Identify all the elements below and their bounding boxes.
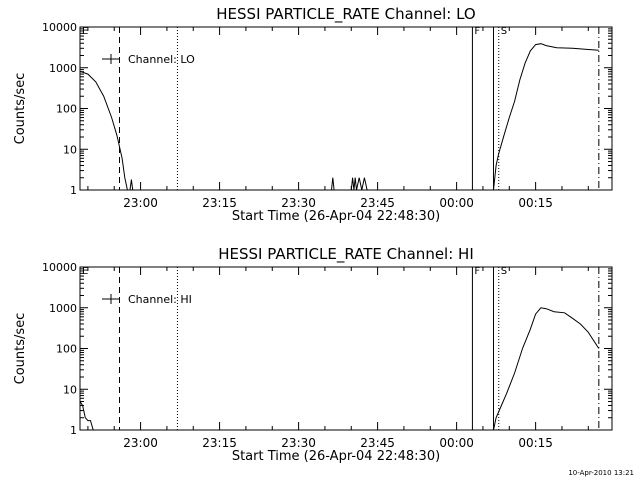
x-axis-title: Start Time (26-Apr-04 22:48:30) — [232, 449, 440, 464]
x-tick-label: 23:00 — [123, 196, 158, 210]
chart-title: HESSI PARTICLE_RATE Channel: LO — [216, 5, 475, 24]
x-tick-label: 23:00 — [123, 436, 158, 450]
y-tick-label: 10 — [63, 143, 77, 156]
data-series-line — [331, 177, 335, 191]
y-axis-title: Counts/sec — [13, 313, 28, 385]
data-series-line — [493, 43, 599, 191]
y-tick-label: 100 — [56, 343, 77, 356]
y-tick-label: 1000 — [49, 62, 77, 75]
event-marker-label: E — [82, 266, 88, 277]
x-tick-label: 00:15 — [518, 196, 553, 210]
x-tick-label: 23:15 — [202, 436, 237, 450]
y-axis-title: Counts/sec — [13, 73, 28, 145]
x-tick-label: 23:15 — [202, 196, 237, 210]
y-tick-label: 1000 — [49, 302, 77, 315]
event-marker-label: S — [501, 26, 507, 37]
x-tick-label: 23:45 — [360, 436, 395, 450]
x-tick-label: 23:30 — [281, 196, 316, 210]
data-series-line — [350, 177, 368, 191]
x-tick-label: 00:00 — [439, 436, 474, 450]
legend-label: Channel: HI — [128, 293, 192, 306]
y-tick-label: 10000 — [42, 21, 77, 34]
data-series-line — [493, 307, 600, 431]
plot-frame — [79, 26, 613, 191]
event-marker-label: S — [501, 266, 507, 277]
data-series-line — [79, 401, 94, 431]
chart-title: HESSI PARTICLE_RATE Channel: HI — [218, 245, 474, 264]
y-tick-label: 10 — [63, 383, 77, 396]
data-series-line — [79, 70, 128, 191]
generated-timestamp: 10-Apr-2010 13:21 — [568, 469, 634, 477]
event-marker-label: E — [82, 26, 88, 37]
y-tick-label: 10000 — [42, 261, 77, 274]
y-tick-label: 100 — [56, 103, 77, 116]
x-tick-label: 00:15 — [518, 436, 553, 450]
event-marker-label: F — [474, 26, 480, 37]
x-tick-label: 23:30 — [281, 436, 316, 450]
y-tick-label: 1 — [70, 424, 77, 437]
x-axis-title: Start Time (26-Apr-04 22:48:30) — [232, 209, 440, 224]
data-series-line — [129, 179, 134, 191]
y-tick-label: 1 — [70, 184, 77, 197]
x-tick-label: 00:00 — [439, 196, 474, 210]
x-tick-label: 23:45 — [360, 196, 395, 210]
plot-frame — [79, 266, 613, 431]
event-marker-label: F — [474, 266, 480, 277]
legend-label: Channel: LO — [128, 53, 195, 66]
